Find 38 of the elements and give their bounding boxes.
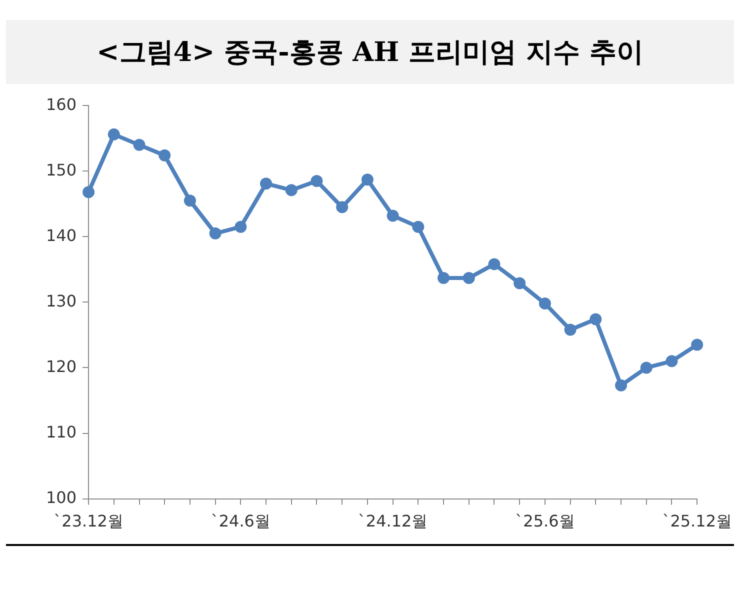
point	[488, 258, 500, 270]
y-tick-label: 140	[46, 226, 77, 245]
y-tick-label: 150	[46, 160, 77, 180]
x-tick-label: `25.12월	[662, 512, 732, 531]
x-tick-label: `24.6월	[210, 512, 270, 531]
point	[564, 324, 576, 336]
point	[209, 227, 222, 240]
x-tick-label: `25.6월	[515, 512, 575, 531]
point	[133, 138, 146, 151]
point	[361, 174, 374, 186]
point	[462, 272, 475, 284]
point	[538, 298, 551, 310]
point	[514, 277, 526, 290]
chart-title: <그림4> 중국-홍콩 AH 프리미엄 지수 추이	[6, 20, 734, 84]
point	[691, 338, 704, 351]
point	[234, 220, 247, 233]
x-tick-label: `23.12월	[54, 512, 124, 531]
point	[82, 186, 95, 198]
point	[615, 379, 628, 392]
y-tick-label: 110	[46, 422, 77, 442]
y-tick-label: 120	[46, 356, 77, 376]
point	[640, 362, 652, 374]
point	[590, 313, 602, 326]
point	[184, 194, 196, 207]
point	[666, 355, 678, 368]
y-tick-label: 130	[46, 291, 77, 310]
point	[108, 128, 120, 140]
y-tick-label: 160	[46, 94, 77, 114]
point	[386, 210, 399, 222]
point	[412, 220, 424, 233]
point	[158, 149, 171, 162]
point	[310, 174, 323, 187]
point	[260, 178, 272, 190]
point	[336, 201, 348, 214]
point	[285, 184, 298, 196]
point	[438, 272, 450, 284]
y-tick-label: 100	[46, 488, 77, 507]
x-tick-label: `24.12월	[358, 512, 428, 531]
